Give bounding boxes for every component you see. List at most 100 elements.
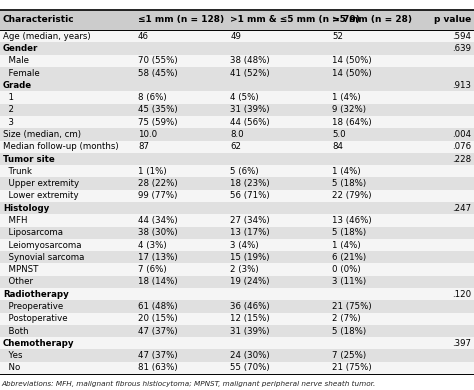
Text: .120: .120 [452,290,471,299]
Bar [0,349,474,362]
Bar [0,239,474,251]
Bar [0,43,474,55]
Text: 0 (0%): 0 (0%) [332,265,361,274]
Bar [0,30,474,43]
Text: Other: Other [3,277,33,286]
Text: 18 (64%): 18 (64%) [332,118,372,127]
Text: 6 (21%): 6 (21%) [332,253,366,262]
Text: Trunk: Trunk [3,167,32,176]
Text: 70 (55%): 70 (55%) [138,56,178,65]
Text: .247: .247 [452,204,471,213]
Text: 38 (48%): 38 (48%) [230,56,270,65]
Bar [0,313,474,325]
Text: 1 (4%): 1 (4%) [332,93,361,102]
Text: 8.0: 8.0 [230,130,244,139]
Text: 5.0: 5.0 [332,130,346,139]
Bar [0,337,474,349]
Text: 99 (77%): 99 (77%) [138,191,177,200]
Text: Upper extremity: Upper extremity [3,179,79,188]
Text: 5 (18%): 5 (18%) [332,228,366,237]
Text: .004: .004 [452,130,471,139]
Text: MPNST: MPNST [3,265,38,274]
Text: .594: .594 [452,32,471,41]
Text: 38 (30%): 38 (30%) [138,228,178,237]
Text: 2 (7%): 2 (7%) [332,314,361,323]
Text: 10.0: 10.0 [138,130,157,139]
Text: MFH: MFH [3,216,27,225]
Text: 5 (18%): 5 (18%) [332,326,366,335]
Text: 8 (6%): 8 (6%) [138,93,166,102]
Text: 1 (4%): 1 (4%) [332,167,361,176]
Text: >5 mm (n = 28): >5 mm (n = 28) [332,15,412,25]
Text: 18 (14%): 18 (14%) [138,277,178,286]
Text: 3: 3 [3,118,14,127]
Text: 58 (45%): 58 (45%) [138,69,178,78]
Bar [0,227,474,239]
Text: 15 (19%): 15 (19%) [230,253,270,262]
Bar [0,141,474,153]
Text: Grade: Grade [3,81,32,90]
Text: 84: 84 [332,142,343,151]
Text: 31 (39%): 31 (39%) [230,326,270,335]
Text: 46: 46 [138,32,149,41]
Text: Size (median, cm): Size (median, cm) [3,130,81,139]
Bar [0,264,474,276]
Text: 87: 87 [138,142,149,151]
Text: Yes: Yes [3,351,22,360]
Text: Female: Female [3,69,40,78]
Text: 3 (11%): 3 (11%) [332,277,366,286]
Text: 45 (35%): 45 (35%) [138,105,178,114]
Text: Age (median, years): Age (median, years) [3,32,91,41]
Bar [0,177,474,190]
Text: 56 (71%): 56 (71%) [230,191,270,200]
Text: Radiotherapy: Radiotherapy [3,290,69,299]
Bar [0,362,474,374]
Bar [0,104,474,116]
Text: 1: 1 [3,93,14,102]
Text: 14 (50%): 14 (50%) [332,56,372,65]
Text: Characteristic: Characteristic [3,15,74,25]
Text: 28 (22%): 28 (22%) [138,179,178,188]
Text: 2 (3%): 2 (3%) [230,265,259,274]
Text: 62: 62 [230,142,241,151]
Text: 9 (32%): 9 (32%) [332,105,366,114]
Text: 52: 52 [332,32,343,41]
Text: 47 (37%): 47 (37%) [138,351,178,360]
Text: .913: .913 [452,81,471,90]
Text: Histology: Histology [3,204,49,213]
Bar [0,116,474,128]
Bar [0,202,474,215]
Text: 41 (52%): 41 (52%) [230,69,270,78]
Text: 1 (1%): 1 (1%) [138,167,166,176]
Text: 75 (59%): 75 (59%) [138,118,177,127]
Bar [0,165,474,177]
Text: 61 (48%): 61 (48%) [138,302,178,311]
Text: .397: .397 [452,339,471,348]
Text: Male: Male [3,56,29,65]
Text: Synovial sarcoma: Synovial sarcoma [3,253,84,262]
Text: 20 (15%): 20 (15%) [138,314,178,323]
Bar [0,92,474,104]
Text: 21 (75%): 21 (75%) [332,363,372,372]
Text: Gender: Gender [3,44,38,53]
Text: 49: 49 [230,32,241,41]
Text: 21 (75%): 21 (75%) [332,302,372,311]
Text: 12 (15%): 12 (15%) [230,314,270,323]
Text: 4 (5%): 4 (5%) [230,93,259,102]
Text: 5 (18%): 5 (18%) [332,179,366,188]
Text: 4 (3%): 4 (3%) [138,241,166,250]
Text: 47 (37%): 47 (37%) [138,326,178,335]
Text: 44 (34%): 44 (34%) [138,216,178,225]
Text: 17 (13%): 17 (13%) [138,253,178,262]
Bar [0,79,474,92]
Bar [0,325,474,337]
Text: .076: .076 [452,142,471,151]
Text: 5 (6%): 5 (6%) [230,167,259,176]
Text: Abbreviations: MFH, malignant fibrous histiocytoma; MPNST, malignant peripheral : Abbreviations: MFH, malignant fibrous hi… [1,381,375,387]
Bar [0,10,474,30]
Text: 55 (70%): 55 (70%) [230,363,270,372]
Text: Liposarcoma: Liposarcoma [3,228,63,237]
Text: 22 (79%): 22 (79%) [332,191,372,200]
Text: 7 (6%): 7 (6%) [138,265,166,274]
Bar [0,300,474,313]
